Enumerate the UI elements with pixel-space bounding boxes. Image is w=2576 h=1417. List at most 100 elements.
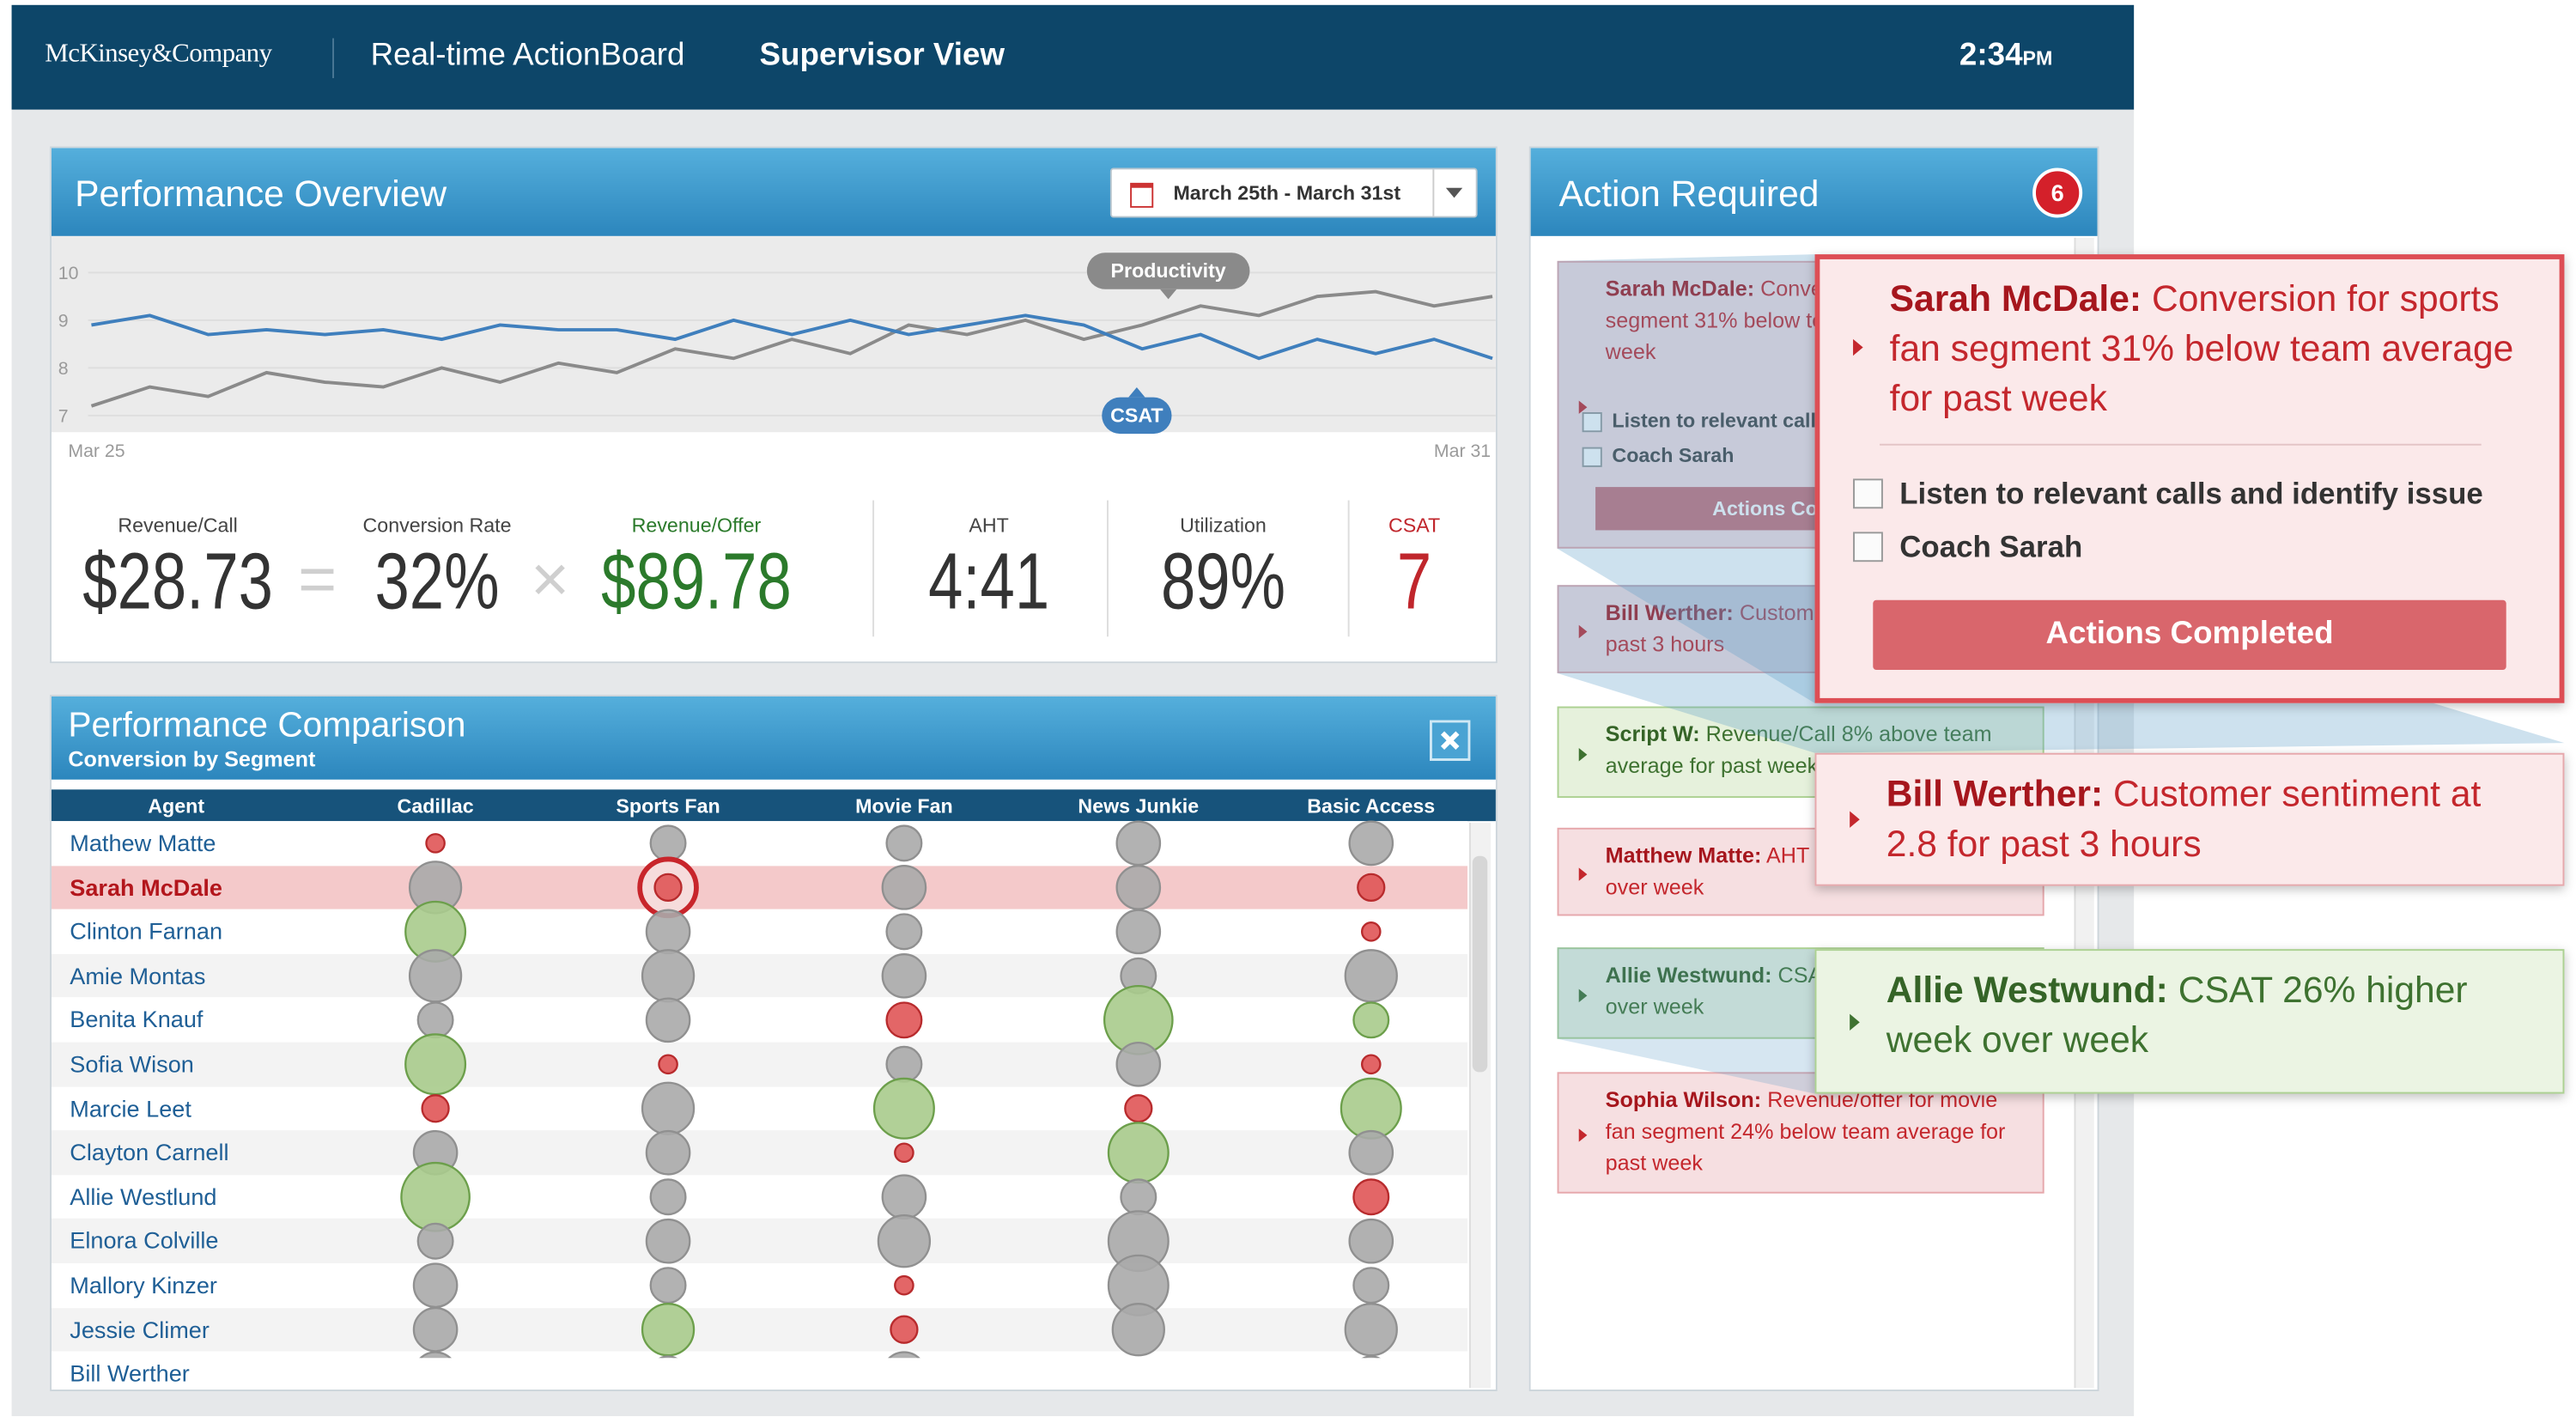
label-pointer xyxy=(1128,386,1145,398)
arrow xyxy=(1850,811,1860,828)
table-row[interactable] xyxy=(51,1042,1468,1087)
card-name: Bill Werther: xyxy=(1605,599,1734,625)
bubble xyxy=(885,1045,923,1083)
bubble xyxy=(885,1001,923,1039)
divider xyxy=(1347,500,1350,637)
app-name: Real-time ActionBoard xyxy=(370,38,685,74)
bubble xyxy=(641,1303,696,1357)
date-picker[interactable]: March 25th - March 31st xyxy=(1109,167,1478,218)
card-name: Sarah McDale: xyxy=(1605,276,1755,301)
table-row[interactable] xyxy=(51,998,1468,1043)
task[interactable]: Coach Sarah xyxy=(1853,528,2082,565)
callout[interactable]: Bill Werther: Customer sentiment at 2.8 … xyxy=(1814,752,2565,886)
series-label-pill xyxy=(1102,397,1172,435)
callout[interactable]: Sarah McDale: Conversion for sports fan … xyxy=(1814,254,2565,703)
checkbox[interactable] xyxy=(1853,477,1883,508)
dropdown-arrow[interactable] xyxy=(1445,187,1463,198)
bubble xyxy=(1352,1178,1390,1216)
callout[interactable]: Allie Westwund: CSAT 26% higher week ove… xyxy=(1814,949,2565,1094)
bubble-grid xyxy=(400,820,1402,1359)
bubble xyxy=(1115,865,1162,910)
bubble xyxy=(641,1081,696,1135)
action-card[interactable]: Sophia Wilson: Revenue/offer for movie f… xyxy=(1557,1072,2044,1194)
scroll-thumb[interactable] xyxy=(1472,855,1488,1073)
agent-name: Bill Werther xyxy=(70,1359,190,1387)
view-name: Supervisor View xyxy=(759,38,1005,74)
callout-text: Customer sentiment at 2.8 for past 3 hou… xyxy=(1886,772,2482,865)
bubble xyxy=(881,952,927,999)
bubble xyxy=(885,824,923,862)
kpi-value: 4:41 xyxy=(928,538,1050,627)
close-button[interactable] xyxy=(1429,720,1471,761)
table-row[interactable] xyxy=(51,1307,1468,1352)
table-row[interactable] xyxy=(51,1219,1468,1263)
bubble xyxy=(425,833,446,854)
action-card[interactable]: Bill Werther: Customer sentiment at 2.8 … xyxy=(1557,585,2044,673)
divider xyxy=(332,38,335,78)
kpi-value: 89% xyxy=(1160,538,1286,627)
task[interactable]: Coach Sarah xyxy=(1582,441,1734,472)
bubble xyxy=(1344,1303,1398,1357)
bubble xyxy=(645,1129,691,1176)
bubble xyxy=(412,1262,459,1309)
table-row[interactable] xyxy=(51,953,1468,999)
kpi-label: AHT xyxy=(969,514,1009,538)
bubble xyxy=(1360,1054,1382,1075)
bubble xyxy=(400,1161,471,1232)
series-line xyxy=(91,313,1493,361)
panel-title: Action Required xyxy=(1558,173,1820,215)
bubble xyxy=(421,1094,450,1123)
agent-name: Mathew Matte xyxy=(70,829,216,856)
kpi-label: Revenue/Call xyxy=(118,514,238,538)
label-pointer xyxy=(1159,289,1177,300)
comparison-table: Agent Cadillac Sports Fan Movie Fan News Jun… xyxy=(51,789,1496,1390)
series-line xyxy=(90,289,1493,408)
agent-name: Clinton Farnan xyxy=(70,917,223,945)
bubble xyxy=(888,1351,920,1359)
agent-name: Elnora Colville xyxy=(70,1227,219,1255)
table-row[interactable] xyxy=(51,909,1468,954)
bubble xyxy=(419,1351,452,1359)
kpi-value: $28.73 xyxy=(82,538,273,627)
brand: McKinsey&Company xyxy=(45,40,272,69)
task[interactable]: Listen to relevant calls and identify is… xyxy=(1853,476,2483,513)
panel-header: Performance Overview March 25th - March … xyxy=(51,148,1496,236)
count-badge: 6 xyxy=(2032,167,2083,218)
kpi-label: Utilization xyxy=(1180,514,1267,538)
agent-name: Sofia Wison xyxy=(70,1050,194,1078)
table-row[interactable] xyxy=(51,1130,1468,1175)
agent-name: Marcie Leet xyxy=(70,1094,191,1122)
y-tick-label: 9 xyxy=(58,311,69,331)
arrow xyxy=(1578,1128,1588,1141)
checkbox[interactable] xyxy=(1853,531,1883,562)
bubble xyxy=(881,1174,927,1220)
callout-text: Conversion for sports fan segment 31% be… xyxy=(1889,277,2514,419)
card-name: Allie Westwund: xyxy=(1605,962,1772,988)
action-button[interactable]: Actions Completed xyxy=(1873,599,2506,670)
table-row[interactable] xyxy=(51,1262,1468,1308)
column-header: Sports Fan xyxy=(616,794,720,818)
card-text: Revenue/offer for movie fan segment 24% … xyxy=(1605,1086,2006,1176)
checkbox[interactable] xyxy=(1582,411,1602,432)
table-row[interactable] xyxy=(51,821,1468,866)
panel-header: Performance Comparison Conversion by Seg… xyxy=(51,696,1496,780)
column-header: Agent xyxy=(148,794,205,818)
bubble xyxy=(416,1222,454,1260)
arrow xyxy=(1853,338,1863,356)
bubble xyxy=(894,1274,914,1296)
table-row[interactable] xyxy=(51,1351,1468,1390)
arrow xyxy=(1850,1013,1860,1031)
date-range: March 25th - March 31st xyxy=(1173,180,1401,205)
operator: = xyxy=(298,543,337,617)
checkbox[interactable] xyxy=(1582,447,1602,467)
calendar-icon xyxy=(1130,182,1154,208)
kpi-label: Revenue/Offer xyxy=(631,514,762,538)
table-row[interactable] xyxy=(51,1174,1468,1219)
table-row[interactable] xyxy=(51,865,1468,910)
panel-subtitle: Conversion by Segment xyxy=(68,746,316,772)
arrow xyxy=(1578,623,1588,638)
panel-header: Action Required 6 xyxy=(1530,148,2098,236)
table-row[interactable] xyxy=(51,1086,1468,1131)
bubble xyxy=(1111,1303,1165,1357)
bubble xyxy=(645,1218,691,1264)
